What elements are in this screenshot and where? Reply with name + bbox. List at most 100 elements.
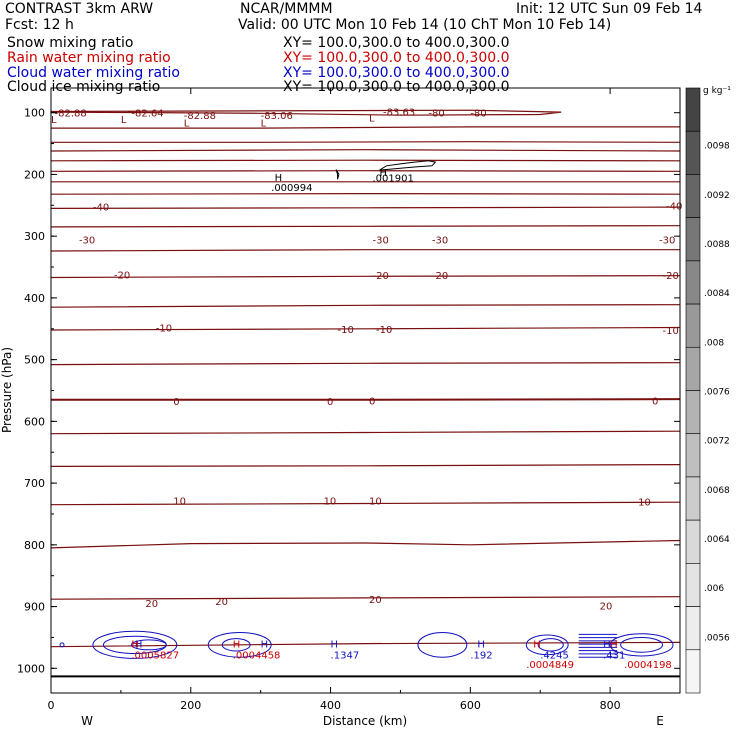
colorbar-swatch-6 [685,346,701,391]
temperature-label-21: -20 [663,271,679,282]
temperature-label-32: 10 [369,496,382,507]
legend-cloudice-xy: XY= 100.0,300.0 to 400.0,300.0 [283,79,510,95]
x-axis-label: Distance (km) [323,714,407,728]
colorbar-tick-5: .0076 [704,388,730,398]
rain-water-label-0: H [131,640,139,651]
cloud-ice-label-1: .001901 [372,174,413,185]
temperature-label-7: -83.06 [261,111,293,122]
temperature-contour-14 [50,362,681,366]
temperature-contour-9 [50,225,681,228]
colorbar-swatch-1 [685,130,701,175]
temperature-label-12: -40 [93,203,109,214]
temperature-label-33: 10 [638,498,651,509]
cloud-water-label-7: H [603,640,611,651]
rain-water-label-2: H [233,640,241,651]
temperature-contour-10 [50,249,680,252]
colorbar-tick-10: .0056 [704,633,730,643]
legend-rain-label: Rain water mixing ratio [7,50,171,66]
colorbar-tick-1: .0092 [704,191,730,201]
temperature-contour-1 [51,126,680,129]
colorbar-tick-0: .0098 [704,142,730,152]
temperature-label-30: 10 [173,496,186,507]
cloud-water-label-6: .4245 [540,651,569,662]
cloud-water-contours [59,630,674,659]
colorbar-swatch-8 [685,433,701,478]
colorbar-swatch-0 [685,87,701,132]
temperature-label-1: -82.88 [54,109,86,120]
cloud-water-contour-8 [609,633,674,657]
x-tick-label: 200 [180,699,201,712]
temperature-label-5: -82.88 [184,111,216,122]
y-tick-label: 400 [24,292,45,305]
cloud-water-contour-0 [92,630,178,659]
temperature-label-13: -40 [666,201,682,212]
cloud-water-label-2: H [331,640,339,651]
temperature-contour-8 [50,206,681,209]
temperature-contour-12 [50,304,681,308]
temperature-label-2: L [121,115,127,126]
colorbar: .0098 .0092 .0088 .0084 .008 .0076 .0072 .0068.… [685,87,730,694]
temperature-label-16: -30 [432,235,448,246]
cloud-water-small-contour [59,642,65,648]
temperature-contour-13 [50,326,681,331]
colorbar-tick-8: .0064 [704,535,730,545]
contour-labels: L-82.88L-82.64L-82.88L-83.06 L-83.63 -80 -8… [51,107,682,671]
y-tick-label: 700 [24,477,45,490]
temperature-label-27: 0 [327,397,333,408]
y-tick-label: 800 [24,539,45,552]
cloud-ice-contours [51,160,680,678]
temperature-contour-15 [51,398,681,401]
temperature-label-22: -10 [156,324,172,335]
init-time: Init: 12 UTC Sun 09 Feb 14 [516,1,703,17]
x-tick-label: 800 [600,699,621,712]
legend-rain-xy: XY= 100.0,300.0 to 400.0,300.0 [283,50,510,66]
colorbar-tick-7: .0068 [704,486,730,496]
temperature-contour-16 [50,430,681,435]
temperature-contour-21 [50,641,681,648]
temperature-label-25: -10 [663,326,679,337]
colorbar-swatch-5 [685,303,701,348]
temperature-contour-19 [50,539,681,549]
colorbar-swatch-4 [685,260,701,305]
y-tick-label: 200 [24,168,45,181]
y-tick-label: 500 [24,354,45,367]
colorbar-tick-2: .0088 [704,240,730,250]
temperature-contour-3 [50,149,681,152]
colorbar-swatch-13 [685,649,701,694]
cloud-water-contour-5 [417,632,468,658]
temperature-label-26: 0 [173,397,179,408]
temperature-contour-2 [51,141,681,143]
valid-time: Valid: 00 UTC Mon 10 Feb 14 (10 ChT Mon … [238,17,612,33]
rain-water-label-1: .0005827 [131,651,179,662]
temperature-label-23: -10 [338,325,354,336]
temperature-label-4: L [184,119,190,130]
y-tick-label: 600 [24,415,45,428]
colorbar-unit: g kg⁻¹ [703,86,731,96]
legend-cloudwater-xy: XY= 100.0,300.0 to 400.0,300.0 [283,65,510,81]
legend-snow-xy: XY= 100.0,300.0 to 400.0,300.0 [283,35,510,51]
rain-water-label-3: .0004458 [233,651,281,662]
cloud-water-label-1: H [261,640,269,651]
x-tick-label: 0 [48,699,55,712]
temperature-label-15: -30 [372,235,388,246]
temperature-label-28: 0 [369,396,375,407]
temperature-label-14: -30 [79,235,95,246]
legend-snow-label: Snow mixing ratio [7,35,134,51]
plot-title: CONTRAST 3km ARW [5,1,154,17]
temperature-contour-7 [50,192,681,195]
rain-water-label-5: .0004849 [526,660,574,671]
temperature-label-34: 20 [145,599,158,610]
rain-water-label-7: .0004198 [624,660,672,671]
cloud-ice-label-2: H [275,173,283,184]
temperature-label-20: -20 [432,271,448,282]
temperature-label-10: -80 [428,109,444,120]
cloud-ice-label-3: .000994 [271,183,312,194]
temperature-label-18: -20 [114,270,130,281]
forecast-hour: Fcst: 12 h [5,17,74,33]
cloud-water-label-8: .431 [603,651,625,662]
cloud-water-contour-3 [207,632,272,658]
rain-water-label-4: H [533,640,541,651]
colorbar-swatch-7 [685,390,701,435]
colorbar-tick-4: .008 [704,338,724,348]
